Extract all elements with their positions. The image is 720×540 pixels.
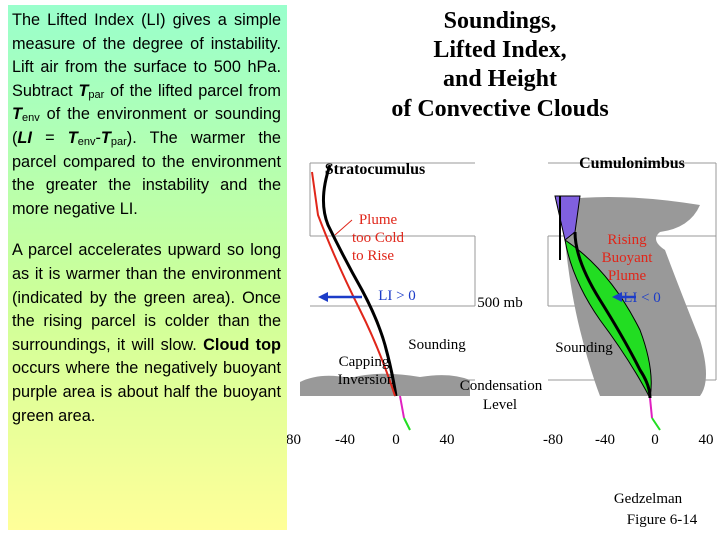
- tick-label: 40: [699, 432, 714, 448]
- label: Rising: [607, 232, 647, 248]
- text-run: A parcel accelerates upward so long as i…: [12, 241, 281, 354]
- label: LI > 0: [378, 288, 416, 304]
- label: Sounding: [555, 340, 613, 356]
- tick-label: -40: [335, 432, 355, 448]
- text-run: The Lifted Index (LI) gives a simple mea…: [12, 11, 281, 100]
- text-run: T: [67, 128, 78, 147]
- tick-label: -80: [281, 432, 301, 448]
- panel-heading: Stratocumulus: [325, 161, 425, 178]
- label: Plume: [359, 212, 398, 228]
- text-run: =: [31, 128, 68, 147]
- text-run: of the lifted parcel from: [104, 81, 281, 100]
- text-run: occurs where the negatively buoyant purp…: [12, 359, 281, 425]
- text-panel: The Lifted Index (LI) gives a simple mea…: [8, 5, 287, 530]
- label: Condensation: [460, 378, 543, 394]
- text-run: T: [12, 105, 22, 124]
- figure-title: Lifted Index,: [433, 37, 566, 63]
- figure-art: [300, 162, 717, 431]
- text-run: env: [77, 135, 96, 148]
- figure-title: and Height: [443, 66, 557, 92]
- text-run: T: [100, 128, 111, 147]
- text-run: env: [21, 112, 40, 125]
- label: LI < 0: [623, 290, 661, 306]
- label: Level: [483, 397, 517, 413]
- credit: Gedzelman: [614, 491, 683, 507]
- text-run: Cloud top: [203, 335, 281, 354]
- panel-heading: Cumulonimbus: [579, 155, 685, 172]
- text-run: -: [95, 128, 101, 147]
- credit: Figure 6-14: [627, 512, 698, 528]
- label: 500 mb: [477, 295, 522, 311]
- paragraph: A parcel accelerates upward so long as i…: [12, 239, 281, 428]
- figure-title: of Convective Clouds: [391, 96, 608, 122]
- tick-label: 40: [440, 432, 455, 448]
- text-run: of the environment or sounding (: [12, 105, 281, 147]
- tick-label: -80: [543, 432, 563, 448]
- tick-label: 0: [392, 432, 400, 448]
- text-run: par: [88, 88, 105, 101]
- text-run: T: [78, 81, 89, 100]
- tick-label: 0: [651, 432, 659, 448]
- text-run: ). The warmer the parcel compared to the…: [12, 128, 281, 218]
- label: Inversion: [338, 372, 395, 388]
- label: to Rise: [352, 248, 394, 264]
- figure-title: Soundings,: [444, 8, 557, 34]
- label: Sounding: [408, 337, 466, 353]
- paragraph: The Lifted Index (LI) gives a simple mea…: [12, 9, 281, 221]
- label: too Cold: [352, 230, 405, 246]
- label: Capping: [339, 354, 390, 370]
- text-run: par: [110, 135, 127, 148]
- label: Buoyant: [602, 250, 654, 266]
- tick-label: -40: [595, 432, 615, 448]
- label: Plume: [608, 268, 647, 284]
- text-run: LI: [17, 128, 32, 147]
